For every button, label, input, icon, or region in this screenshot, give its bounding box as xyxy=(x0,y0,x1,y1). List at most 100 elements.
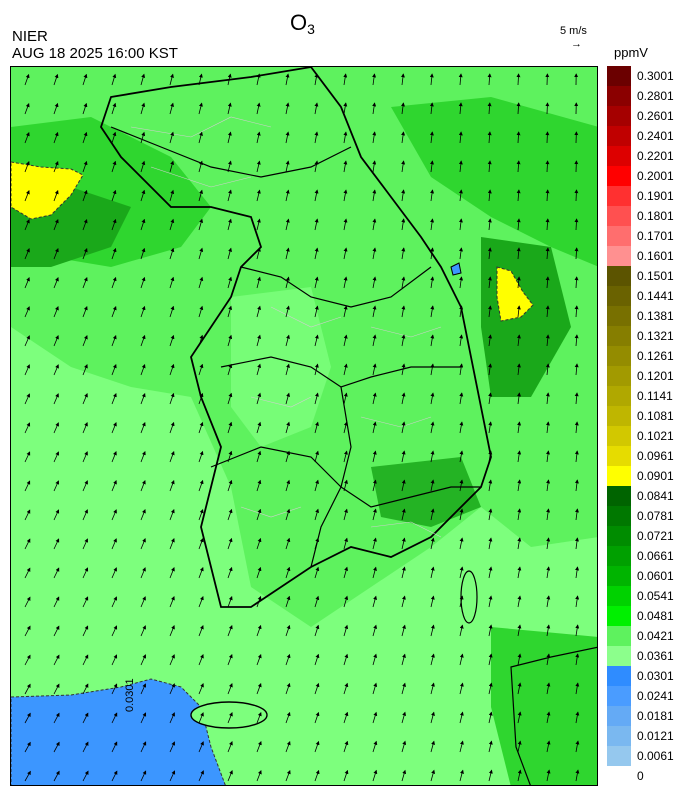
wind-arrow xyxy=(53,335,59,347)
wind-arrow xyxy=(517,624,522,637)
wind-arrow xyxy=(575,682,580,695)
wind-arrow xyxy=(372,160,377,173)
wind-arrow xyxy=(430,769,436,782)
wind-arrow xyxy=(140,625,146,637)
wind-arrow xyxy=(401,769,407,782)
contour-label: 0.0301 xyxy=(124,678,136,712)
wind-arrow xyxy=(53,102,59,115)
unit-label: ppmV xyxy=(614,45,648,60)
wind-arrow xyxy=(430,711,435,724)
wind-arrow xyxy=(430,682,435,695)
legend-label: 0.0421 xyxy=(637,629,674,643)
wind-arrow xyxy=(314,131,319,144)
wind-arrow xyxy=(111,334,117,347)
wind-arrow xyxy=(198,741,204,753)
legend-swatch xyxy=(607,526,631,546)
wind-arrow xyxy=(256,392,262,405)
wind-arrow xyxy=(459,450,464,463)
wind-arrow xyxy=(401,740,407,753)
wind-arrow xyxy=(140,421,146,434)
wind-arrow xyxy=(256,73,261,86)
ulleung-patch xyxy=(450,262,462,276)
wind-arrow xyxy=(574,479,579,492)
wind-arrow xyxy=(459,682,464,695)
wind-arrow xyxy=(111,770,118,782)
province-border-3 xyxy=(210,446,342,568)
legend-swatch xyxy=(607,586,631,606)
wind-arrow xyxy=(53,654,60,666)
legend-swatch xyxy=(607,406,631,426)
wind-arrow xyxy=(256,247,261,260)
wind-arrow xyxy=(517,537,522,550)
legend-swatch xyxy=(607,206,631,226)
wind-arrow xyxy=(82,741,89,753)
wind-arrow xyxy=(111,741,118,753)
legend-label: 0 xyxy=(637,769,644,783)
wind-arrow xyxy=(372,363,377,376)
province-border-1 xyxy=(240,266,432,308)
wind-arrow xyxy=(111,538,117,550)
wind-arrow xyxy=(459,421,464,434)
legend-swatch xyxy=(607,446,631,466)
wind-reference-arrow-icon: → xyxy=(571,38,582,50)
wind-arrow xyxy=(574,218,579,231)
ozone-map: 0.0301 xyxy=(11,67,597,785)
wind-arrow xyxy=(140,363,146,376)
wind-arrow xyxy=(430,247,435,260)
wind-arrow xyxy=(169,712,175,724)
wind-arrow xyxy=(285,566,291,579)
wind-arrow xyxy=(516,102,521,115)
wind-arrow xyxy=(169,160,175,173)
wind-arrow xyxy=(82,335,88,347)
wind-arrow xyxy=(343,247,348,260)
legend-label: 0.0661 xyxy=(637,549,674,563)
wind-arrow xyxy=(487,247,492,260)
wind-arrow xyxy=(111,712,118,724)
wind-arrow xyxy=(24,248,30,260)
wind-arrow xyxy=(430,479,435,492)
wind-arrow xyxy=(256,653,262,666)
wind-arrow xyxy=(372,450,377,463)
wind-arrow xyxy=(111,131,117,144)
wind-arrow xyxy=(343,479,348,492)
wind-arrow xyxy=(546,508,551,521)
wind-arrow xyxy=(488,508,493,521)
wind-arrow xyxy=(227,189,232,202)
wind-arrow xyxy=(198,276,204,289)
wind-arrow xyxy=(372,305,377,318)
wind-arrow xyxy=(488,479,493,492)
wind-arrow xyxy=(227,741,233,753)
mid-green-japan xyxy=(491,627,597,785)
legend-swatch xyxy=(607,746,631,766)
wind-arrow xyxy=(575,624,580,637)
wind-arrow xyxy=(487,131,492,144)
wind-arrow xyxy=(53,712,60,724)
wind-arrow xyxy=(459,711,464,724)
wind-arrow xyxy=(198,421,204,434)
wind-arrow xyxy=(372,189,377,202)
wind-arrow xyxy=(82,625,89,637)
wind-arrow xyxy=(430,276,435,289)
wind-arrow xyxy=(285,450,291,463)
wind-arrow xyxy=(401,450,406,463)
wind-arrow xyxy=(372,334,377,347)
wind-arrow xyxy=(517,682,522,695)
legend-swatch xyxy=(607,106,631,126)
wind-arrow xyxy=(400,73,405,86)
wind-arrow xyxy=(198,595,204,608)
legend-label: 0.0061 xyxy=(637,749,674,763)
wind-arrow xyxy=(227,508,233,521)
wind-arrow xyxy=(24,277,30,289)
wind-arrow xyxy=(516,247,521,260)
wind-arrow xyxy=(198,683,204,695)
wind-arrow xyxy=(285,740,291,753)
wind-arrow xyxy=(545,102,550,115)
wind-arrow xyxy=(285,363,290,376)
wind-arrow xyxy=(111,102,117,115)
wind-arrow xyxy=(24,625,31,637)
wind-arrow xyxy=(401,392,406,405)
wind-arrow xyxy=(343,73,348,86)
title-subscript: 3 xyxy=(307,21,315,37)
wind-arrow xyxy=(430,363,435,376)
legend-swatch xyxy=(607,626,631,646)
